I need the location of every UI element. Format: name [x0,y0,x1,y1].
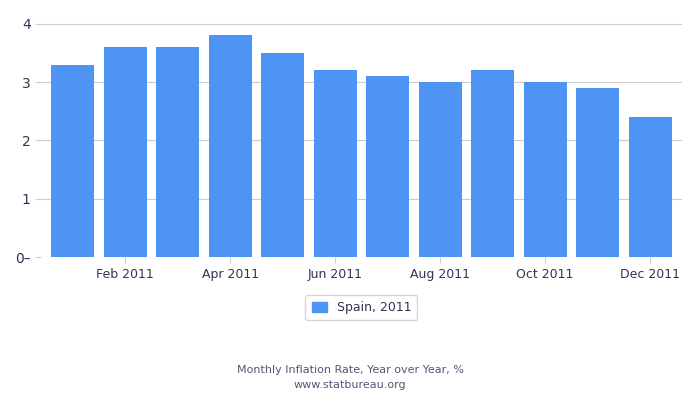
Bar [366,76,409,257]
Bar [314,70,356,257]
Legend: Spain, 2011: Spain, 2011 [305,295,417,320]
Bar [419,82,462,257]
Bar [629,117,672,257]
Bar [104,47,146,257]
Bar [524,82,567,257]
Bar [261,53,304,257]
Bar [209,36,251,257]
Bar [471,70,514,257]
Bar [51,65,94,257]
Bar [576,88,620,257]
Text: Monthly Inflation Rate, Year over Year, %: Monthly Inflation Rate, Year over Year, … [237,365,463,375]
Text: www.statbureau.org: www.statbureau.org [294,380,406,390]
Bar [156,47,199,257]
